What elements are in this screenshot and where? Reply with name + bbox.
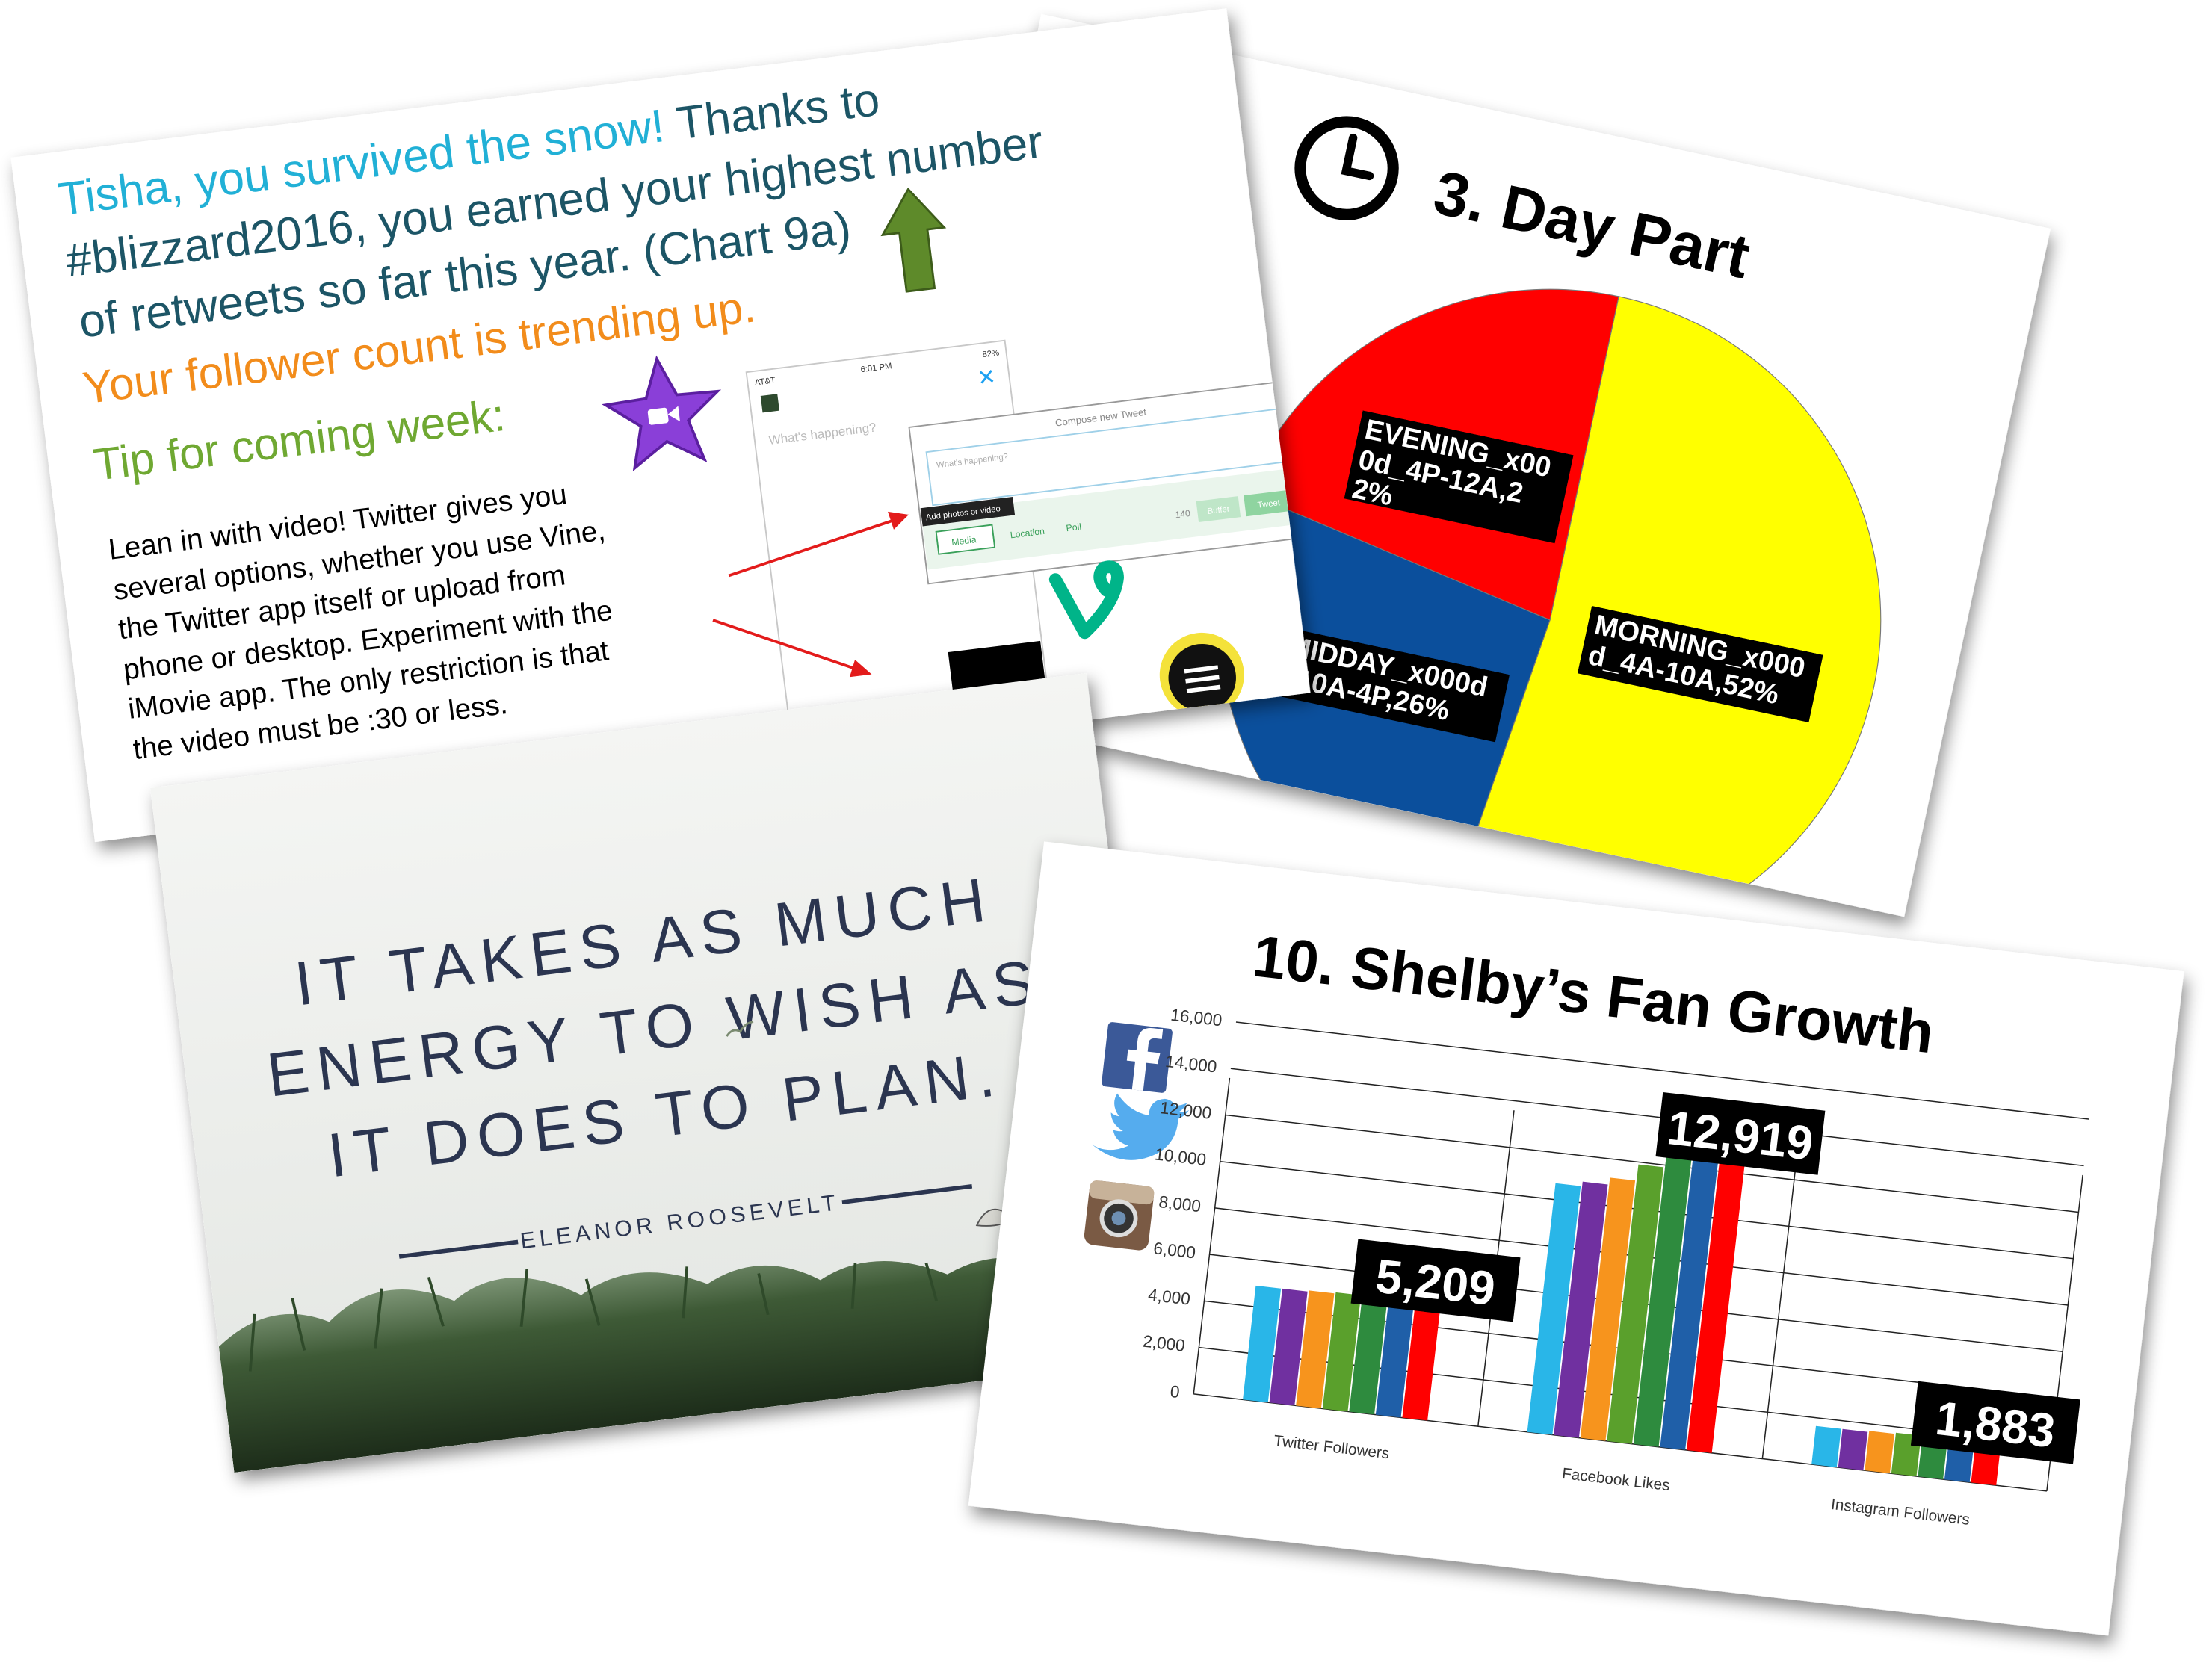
compose-dialog: Compose new Tweet What's happening? Add … bbox=[908, 380, 1309, 585]
y-tick-label: 2,000 bbox=[1142, 1332, 1186, 1355]
bar bbox=[1349, 1294, 1388, 1415]
plot: 02,0004,0006,0008,00010,00012,00014,0001… bbox=[1142, 1006, 2089, 1529]
close-icon bbox=[979, 369, 994, 384]
media-button bbox=[935, 524, 996, 555]
grid-line bbox=[1225, 1114, 2079, 1213]
buffer-button bbox=[1196, 496, 1241, 523]
bar bbox=[1243, 1285, 1282, 1403]
time: 6:01 PM bbox=[860, 362, 892, 374]
bar bbox=[1269, 1288, 1308, 1406]
twitter-icon bbox=[1091, 1093, 1190, 1160]
grid-line bbox=[1235, 1021, 2089, 1120]
char-count: 140 bbox=[1175, 508, 1191, 520]
bar bbox=[1660, 1151, 1720, 1450]
bar bbox=[1838, 1428, 1868, 1470]
carrier: AT&T bbox=[754, 376, 776, 387]
bar bbox=[1811, 1425, 1841, 1467]
grid-line bbox=[1230, 1068, 2084, 1167]
media-text: Media bbox=[951, 534, 977, 548]
bar bbox=[1375, 1295, 1415, 1418]
category-divider bbox=[1193, 1077, 1231, 1394]
tweet-button bbox=[1244, 489, 1294, 517]
bar bbox=[1865, 1431, 1894, 1473]
bar bbox=[1527, 1183, 1581, 1435]
bar bbox=[1296, 1290, 1335, 1409]
battery: 82% bbox=[982, 349, 1000, 360]
bar bbox=[1402, 1296, 1442, 1421]
distant-bird bbox=[726, 1021, 754, 1037]
quote-content: IT TAKES AS MUCH ENERGY TO WISH AS IT DO… bbox=[150, 673, 1171, 1473]
avatar bbox=[760, 394, 779, 413]
bar bbox=[1607, 1164, 1664, 1444]
poll-text: Poll bbox=[1066, 521, 1082, 533]
pointer-arrows bbox=[712, 511, 909, 678]
y-tick-label: 0 bbox=[1170, 1382, 1181, 1402]
quote-slide: IT TAKES AS MUCH ENERGY TO WISH AS IT DO… bbox=[150, 673, 1171, 1473]
vine-logo bbox=[1048, 560, 1124, 640]
category-divider bbox=[1761, 1142, 1799, 1459]
bar bbox=[1686, 1150, 1746, 1453]
rule-left bbox=[398, 1239, 519, 1259]
data-label: 5,209 bbox=[1373, 1249, 1498, 1316]
tooltip bbox=[920, 497, 1016, 527]
imovie-icon bbox=[602, 355, 722, 472]
clock-icon bbox=[1294, 116, 1399, 220]
bar bbox=[1633, 1153, 1692, 1447]
buffer-text: Buffer bbox=[1207, 504, 1230, 516]
grass-blades bbox=[248, 1262, 939, 1372]
facebook-icon bbox=[1102, 1022, 1173, 1093]
y-tick-label: 4,000 bbox=[1147, 1285, 1191, 1308]
bar-slide: 10. Shelby’s Fan Growth 02,0004,0006,000… bbox=[968, 841, 2184, 1636]
buffer-icon bbox=[1159, 632, 1244, 717]
rule-right bbox=[841, 1184, 973, 1204]
instagram-icon bbox=[1084, 1180, 1155, 1251]
dialog-toolbar bbox=[921, 467, 1306, 570]
tweet-text: Tweet bbox=[1257, 498, 1281, 510]
y-tick-label: 6,000 bbox=[1152, 1239, 1196, 1262]
data-label: 1,883 bbox=[1933, 1391, 2057, 1458]
data-label-box bbox=[1350, 1239, 1521, 1322]
grass bbox=[218, 1245, 1171, 1473]
y-tick-label: 8,000 bbox=[1158, 1192, 1202, 1216]
bar bbox=[1322, 1292, 1362, 1412]
location-text: Location bbox=[1010, 526, 1045, 541]
data-label-box bbox=[1910, 1381, 2080, 1464]
bar bbox=[1554, 1181, 1608, 1438]
up-arrow bbox=[880, 187, 947, 293]
data-label-box bbox=[1655, 1091, 1826, 1175]
bar bbox=[1580, 1177, 1636, 1441]
